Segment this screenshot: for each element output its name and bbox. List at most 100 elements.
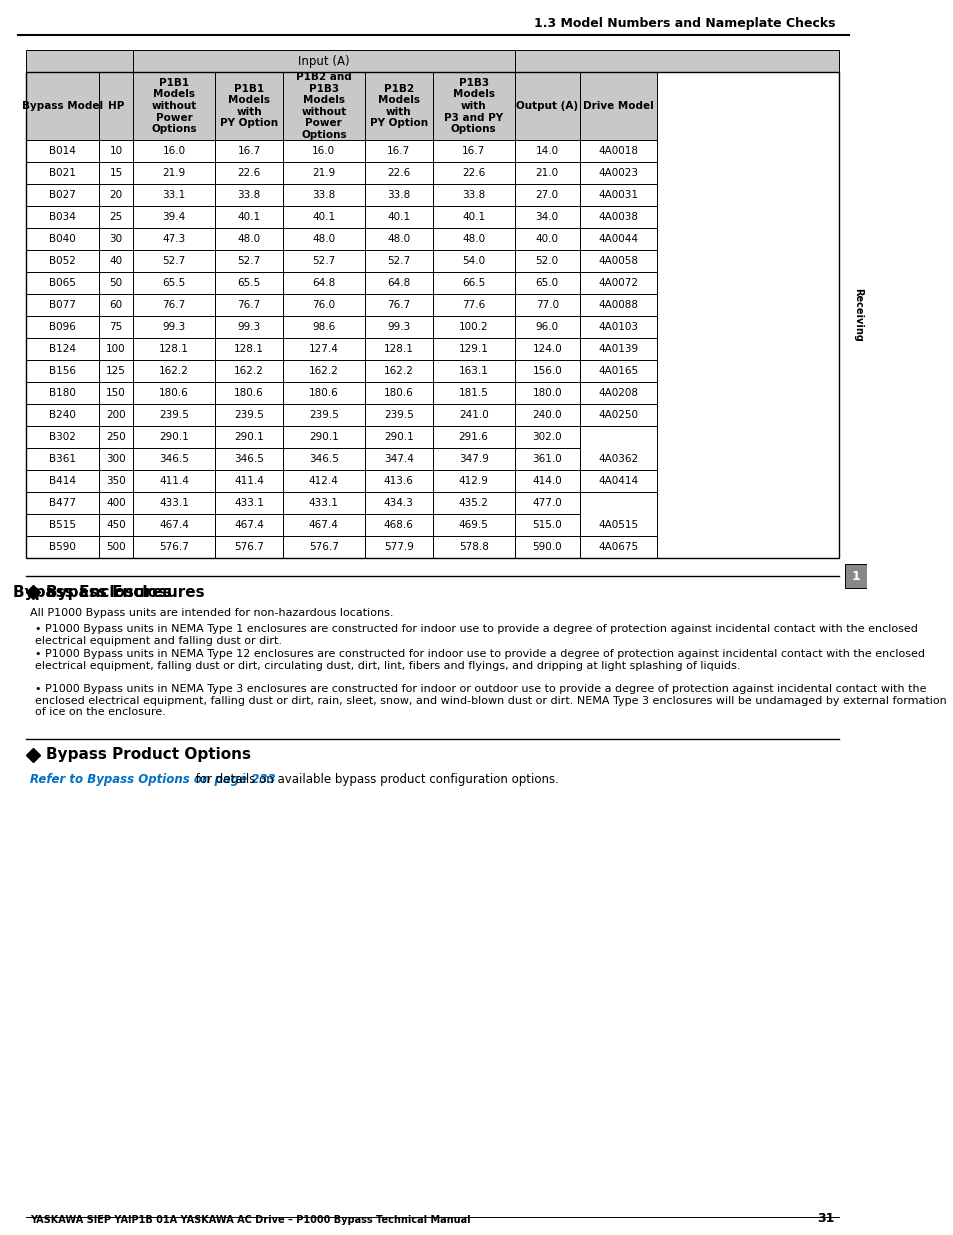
Bar xyxy=(364,514,433,536)
Bar xyxy=(579,359,657,382)
Text: 100.2: 100.2 xyxy=(458,322,488,332)
Bar xyxy=(133,249,214,272)
Text: 40.1: 40.1 xyxy=(312,212,335,222)
Text: 200: 200 xyxy=(106,410,126,420)
Text: 4A0072: 4A0072 xyxy=(598,278,638,288)
Text: 156.0: 156.0 xyxy=(532,366,561,375)
Text: 76.0: 76.0 xyxy=(312,300,335,310)
Bar xyxy=(579,316,657,338)
Bar xyxy=(514,471,579,492)
Bar xyxy=(364,162,433,184)
Bar xyxy=(433,492,514,514)
Text: 22.6: 22.6 xyxy=(237,168,260,178)
Text: for details on available bypass product configuration options.: for details on available bypass product … xyxy=(192,773,558,785)
Text: 411.4: 411.4 xyxy=(159,475,189,487)
Text: 48.0: 48.0 xyxy=(387,233,410,245)
Text: 100: 100 xyxy=(106,345,126,354)
Bar xyxy=(364,206,433,228)
Text: 4A0139: 4A0139 xyxy=(598,345,638,354)
Text: 22.6: 22.6 xyxy=(461,168,485,178)
Bar xyxy=(98,382,133,404)
Text: 180.6: 180.6 xyxy=(233,388,264,398)
Text: 239.5: 239.5 xyxy=(309,410,338,420)
Text: 163.1: 163.1 xyxy=(458,366,488,375)
Bar xyxy=(579,338,657,359)
Bar xyxy=(283,382,364,404)
Text: 300: 300 xyxy=(106,454,126,464)
Text: 576.7: 576.7 xyxy=(309,542,338,552)
Text: 16.7: 16.7 xyxy=(461,146,485,156)
Text: 99.3: 99.3 xyxy=(162,322,186,332)
Bar xyxy=(214,514,283,536)
Text: 10: 10 xyxy=(110,146,122,156)
Text: 128.1: 128.1 xyxy=(383,345,414,354)
Text: 77.6: 77.6 xyxy=(461,300,485,310)
Text: 34.0: 34.0 xyxy=(535,212,558,222)
Text: 14.0: 14.0 xyxy=(535,146,558,156)
Text: 361.0: 361.0 xyxy=(532,454,561,464)
Text: B302: B302 xyxy=(49,432,75,442)
Bar xyxy=(98,359,133,382)
Text: 434.3: 434.3 xyxy=(383,498,414,508)
Text: 128.1: 128.1 xyxy=(159,345,189,354)
Text: 16.7: 16.7 xyxy=(387,146,410,156)
Text: B027: B027 xyxy=(49,190,75,200)
Bar xyxy=(514,448,579,471)
Bar xyxy=(433,249,514,272)
Bar xyxy=(433,536,514,558)
Text: 20: 20 xyxy=(110,190,122,200)
Bar xyxy=(433,426,514,448)
Bar xyxy=(433,404,514,426)
Text: 433.1: 433.1 xyxy=(233,498,264,508)
Text: Output (A): Output (A) xyxy=(516,101,578,111)
Bar xyxy=(98,514,133,536)
Bar xyxy=(579,382,657,404)
Bar xyxy=(514,228,579,249)
Text: 4A0515: 4A0515 xyxy=(598,520,638,530)
Text: 25: 25 xyxy=(110,212,122,222)
Text: 52.0: 52.0 xyxy=(535,256,558,266)
Text: • P1000 Bypass units in NEMA Type 12 enclosures are constructed for indoor use t: • P1000 Bypass units in NEMA Type 12 enc… xyxy=(35,650,924,671)
Text: 433.1: 433.1 xyxy=(159,498,189,508)
Text: B124: B124 xyxy=(49,345,76,354)
Bar xyxy=(514,492,579,514)
Bar xyxy=(133,316,214,338)
Bar xyxy=(514,359,579,382)
Text: HP: HP xyxy=(108,101,124,111)
Bar xyxy=(133,471,214,492)
Bar xyxy=(214,316,283,338)
Text: 15: 15 xyxy=(110,168,122,178)
Text: 76.7: 76.7 xyxy=(162,300,186,310)
Bar xyxy=(283,162,364,184)
Text: 4A0023: 4A0023 xyxy=(598,168,638,178)
Text: 239.5: 239.5 xyxy=(233,410,264,420)
Bar xyxy=(214,294,283,316)
Text: 48.0: 48.0 xyxy=(461,233,485,245)
Text: 4A0675: 4A0675 xyxy=(598,542,638,552)
Text: B034: B034 xyxy=(49,212,75,222)
Text: 128.1: 128.1 xyxy=(233,345,264,354)
Bar xyxy=(364,294,433,316)
Text: 1.3 Model Numbers and Nameplate Checks: 1.3 Model Numbers and Nameplate Checks xyxy=(534,16,835,30)
Bar xyxy=(514,72,579,140)
Text: 477.0: 477.0 xyxy=(532,498,561,508)
Bar xyxy=(433,448,514,471)
Bar xyxy=(579,206,657,228)
Text: 468.6: 468.6 xyxy=(383,520,414,530)
Text: 125: 125 xyxy=(106,366,126,375)
Bar xyxy=(98,294,133,316)
Bar xyxy=(514,404,579,426)
Text: 64.8: 64.8 xyxy=(387,278,410,288)
Text: 469.5: 469.5 xyxy=(458,520,488,530)
Text: Input (A): Input (A) xyxy=(297,54,350,68)
Bar xyxy=(26,228,98,249)
Bar xyxy=(364,316,433,338)
Bar xyxy=(26,184,98,206)
Bar xyxy=(579,249,657,272)
Bar xyxy=(214,206,283,228)
Bar xyxy=(283,359,364,382)
Bar xyxy=(133,359,214,382)
Text: 290.1: 290.1 xyxy=(159,432,189,442)
Bar xyxy=(433,514,514,536)
Text: 4A0031: 4A0031 xyxy=(598,190,638,200)
